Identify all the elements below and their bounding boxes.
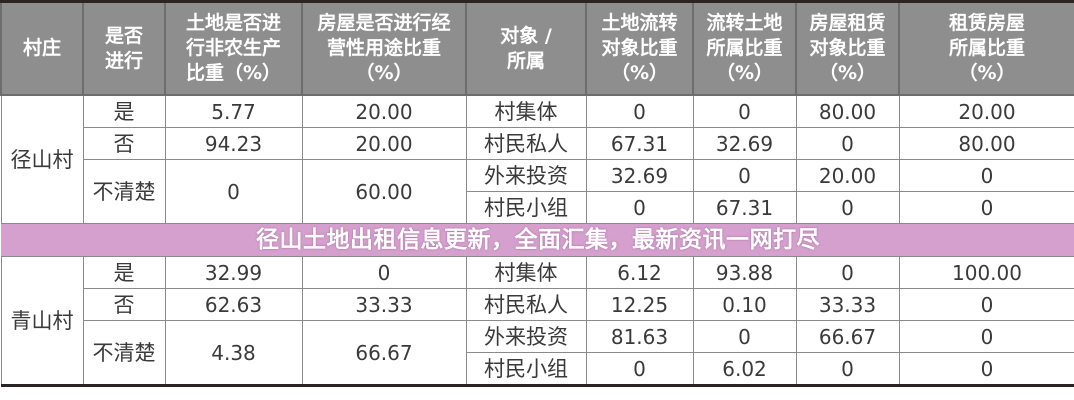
ratio-value: 32.69 <box>585 159 694 192</box>
object-label: 村民小组 <box>465 352 587 386</box>
data-table: 村庄 是否进行 土地是否进行非农生产比重（%） 房屋是否进行经营性用途比重（%）… <box>0 0 1074 387</box>
header-status: 是否进行 <box>82 1 166 96</box>
banner-cell: 径山土地出租信息更新，全面汇集，最新资讯一网打尽 <box>1 223 1074 257</box>
house-value: 20.00 <box>301 127 467 160</box>
ratio-value: 0 <box>898 352 1074 386</box>
banner-title: 径山土地出租信息更新，全面汇集，最新资讯一网打尽 <box>256 227 820 253</box>
ratio-value: 0 <box>692 159 797 192</box>
land-value: 94.23 <box>164 127 303 160</box>
header-row: 村庄 是否进行 土地是否进行非农生产比重（%） 房屋是否进行经营性用途比重（%）… <box>0 1 1074 96</box>
ratio-value: 0.10 <box>692 288 797 321</box>
ratio-value: 12.25 <box>585 288 694 321</box>
ratio-value: 0 <box>585 94 694 128</box>
ratio-value: 32.69 <box>692 127 797 160</box>
ratio-value: 93.88 <box>692 256 797 289</box>
header-object: 对象 / 所属 <box>465 1 587 96</box>
status-cell: 是 <box>82 94 166 128</box>
ratio-value: 0 <box>898 288 1074 321</box>
status-cell: 是 <box>82 256 166 289</box>
object-label: 村集体 <box>465 94 587 128</box>
table-row: 否 94.23 20.00 村民私人 67.31 32.69 0 80.00 <box>1 127 1074 160</box>
object-label: 外来投资 <box>465 320 587 353</box>
status-cell: 否 <box>82 288 166 321</box>
title-banner: 径山土地出租信息更新，全面汇集，最新资讯一网打尽 <box>1 223 1074 257</box>
land-value: 32.99 <box>164 256 303 289</box>
ratio-value: 20.00 <box>898 94 1074 128</box>
ratio-value: 0 <box>795 191 900 224</box>
ratio-value: 100.00 <box>898 256 1074 289</box>
ratio-value: 0 <box>692 320 797 353</box>
ratio-value: 6.12 <box>585 256 694 289</box>
object-label: 村民私人 <box>465 288 587 321</box>
ratio-value: 0 <box>795 352 900 386</box>
ratio-value: 0 <box>795 256 900 289</box>
object-label: 村民私人 <box>465 127 587 160</box>
ratio-value: 33.33 <box>795 288 900 321</box>
house-value: 0 <box>301 256 467 289</box>
header-house-business: 房屋是否进行经营性用途比重（%） <box>301 1 467 96</box>
table-row: 径山村是 5.77 20.00 村集体 0 0 80.00 20.00 <box>0 94 1074 224</box>
ratio-value: 0 <box>898 159 1074 192</box>
status-cell: 不清楚 <box>82 159 166 224</box>
land-value: 62.63 <box>164 288 303 321</box>
table-row: 村民小组 0 6.02 0 0 <box>1 352 1074 386</box>
table-row: 村民小组 0 67.31 0 0 <box>1 191 1074 224</box>
ratio-value: 66.67 <box>795 320 900 353</box>
header-land-nonfarm: 土地是否进行非农生产比重（%） <box>164 1 303 96</box>
header-house-rent-object: 房屋租赁对象比重（%） <box>795 1 900 96</box>
ratio-value: 67.31 <box>692 191 797 224</box>
ratio-value: 0 <box>795 127 900 160</box>
ratio-value: 6.02 <box>692 352 797 386</box>
table-row: 青山村是 32.99 0 村集体 6.12 93.88 0 100.00 <box>0 256 1074 386</box>
table-row: 否 62.63 33.33 村民私人 12.25 0.10 33.33 0 <box>1 288 1074 321</box>
ratio-value: 67.31 <box>585 127 694 160</box>
village-name: 径山村 <box>0 94 84 224</box>
ratio-value: 0 <box>898 191 1074 224</box>
house-value: 33.33 <box>301 288 467 321</box>
land-value: 0 <box>164 159 303 224</box>
ratio-value: 0 <box>692 94 797 128</box>
land-value: 5.77 <box>164 94 303 128</box>
header-rent-house-owner: 租赁房屋所属比重（%） <box>898 1 1074 96</box>
table-row: 不清楚 0 60.00 外来投资 32.69 0 20.00 0 <box>1 159 1074 224</box>
header-transfer-land-owner: 流转土地所属比重（%） <box>692 1 797 96</box>
ratio-value: 0 <box>898 320 1074 353</box>
header-land-transfer-object: 土地流转对象比重（%） <box>585 1 694 96</box>
object-label: 外来投资 <box>465 159 587 192</box>
ratio-value: 81.63 <box>585 320 694 353</box>
land-value: 4.38 <box>164 320 303 386</box>
house-value: 60.00 <box>301 159 467 224</box>
village-name: 青山村 <box>0 256 84 386</box>
header-village: 村庄 <box>0 1 84 96</box>
ratio-value: 20.00 <box>795 159 900 192</box>
status-cell: 不清楚 <box>82 320 166 386</box>
table-row: 不清楚 4.38 66.67 外来投资 81.63 0 66.67 0 <box>1 320 1074 386</box>
house-value: 66.67 <box>301 320 467 386</box>
object-label: 村集体 <box>465 256 587 289</box>
ratio-value: 80.00 <box>898 127 1074 160</box>
ratio-value: 0 <box>585 352 694 386</box>
ratio-value: 0 <box>585 191 694 224</box>
ratio-value: 80.00 <box>795 94 900 128</box>
object-label: 村民小组 <box>465 191 587 224</box>
house-value: 20.00 <box>301 94 467 128</box>
status-cell: 否 <box>82 127 166 160</box>
